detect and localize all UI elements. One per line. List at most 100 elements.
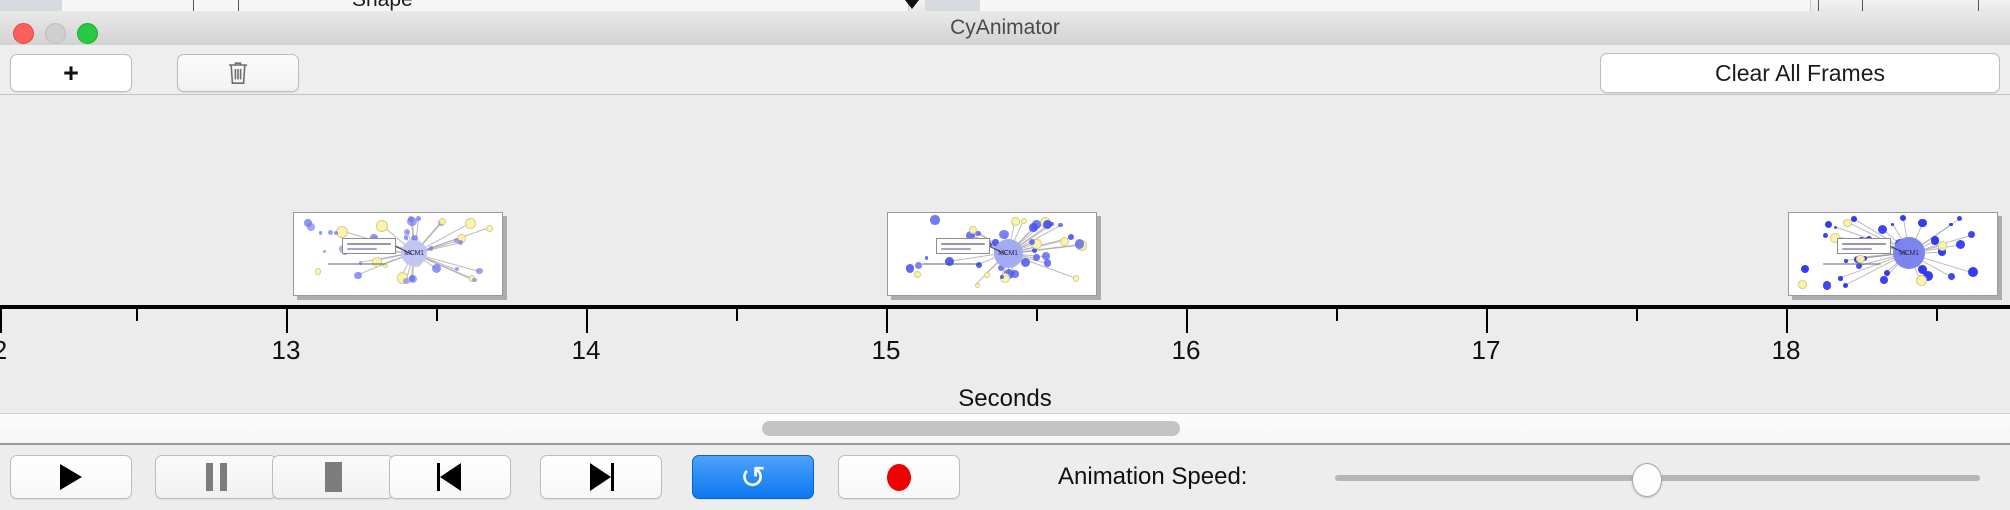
bg-panel-3 <box>246 0 309 11</box>
timeline-scrollbar-thumb[interactable] <box>762 421 1180 436</box>
graph-node <box>403 235 408 240</box>
timeline-frame-thumbnail[interactable]: MCM1 <box>293 212 503 296</box>
graph-node <box>1915 274 1928 287</box>
axis-tick-minor <box>1336 309 1338 321</box>
axis-tick-major <box>0 309 2 333</box>
axis-tick-major <box>886 309 888 333</box>
title-bar[interactable]: CyAnimator <box>0 11 2010 46</box>
graph-node <box>472 277 477 283</box>
pause-button[interactable] <box>155 455 277 499</box>
skip-backward-button[interactable] <box>389 455 511 499</box>
graph-node <box>429 246 434 251</box>
graph-node <box>1862 255 1868 261</box>
timeline-frame-thumbnail[interactable]: MCM1 <box>887 212 1097 296</box>
network-graph-preview: MCM1 <box>1789 213 1997 295</box>
skip-forward-button[interactable] <box>540 455 662 499</box>
graph-node <box>334 230 339 236</box>
close-button[interactable] <box>13 23 34 44</box>
graph-node <box>403 278 410 285</box>
graph-caption-text <box>922 263 980 265</box>
axis-tick-minor <box>436 309 438 321</box>
graph-node <box>1937 247 1947 257</box>
graph-node <box>1032 220 1041 229</box>
pause-icon <box>205 463 227 491</box>
graph-node <box>1043 220 1053 230</box>
graph-node <box>1075 239 1085 249</box>
bg-panel-6 <box>980 0 1811 11</box>
animation-speed-slider-thumb[interactable] <box>1632 463 1662 497</box>
loop-button[interactable]: ↺ <box>692 455 814 499</box>
axis-tick-major <box>286 309 288 333</box>
axis-tick-minor <box>1636 309 1638 321</box>
graph-node <box>465 218 477 229</box>
skip-forward-icon <box>588 463 614 491</box>
graph-annotation-text <box>347 248 377 250</box>
graph-node <box>1883 269 1890 276</box>
graph-caption-text <box>1823 263 1881 265</box>
graph-node <box>1032 253 1041 262</box>
maximize-button[interactable] <box>77 23 98 44</box>
axis-tick-major <box>1786 309 1788 333</box>
axis-tick-label: 2 <box>0 335 7 366</box>
graph-node <box>1890 222 1895 227</box>
graph-node <box>358 260 363 265</box>
graph-node <box>410 234 418 242</box>
graph-node <box>455 267 460 272</box>
play-button[interactable] <box>10 455 132 499</box>
graph-hub-node: MCM1 <box>1893 237 1925 269</box>
graph-node <box>1072 274 1080 282</box>
graph-node <box>1020 257 1031 268</box>
axis-tick-minor <box>1936 309 1938 321</box>
graph-node <box>1922 270 1933 281</box>
graph-node <box>1029 239 1036 246</box>
graph-node <box>458 239 464 245</box>
graph-annotation-box <box>342 238 396 254</box>
graph-annotation-text <box>941 243 985 245</box>
graph-node <box>1011 217 1020 226</box>
toolbar: + Clear All Frames <box>0 45 2010 95</box>
delete-frame-button[interactable] <box>177 54 299 92</box>
axis-tick-label: 16 <box>1171 335 1201 365</box>
timeline-scrollbar[interactable] <box>0 414 2010 445</box>
graph-hub-node: MCM1 <box>993 238 1023 268</box>
graph-node <box>1918 218 1927 227</box>
graph-node <box>975 261 982 268</box>
graph-node <box>1850 216 1857 223</box>
graph-node <box>396 272 409 284</box>
graph-node <box>1968 231 1976 239</box>
stop-button[interactable] <box>272 455 394 499</box>
graph-annotation-text <box>1842 248 1872 250</box>
record-icon <box>887 463 911 491</box>
graph-node <box>432 263 442 273</box>
graph-hub-label: MCM1 <box>998 249 1018 257</box>
axis-tick-label: 18 <box>1771 335 1801 365</box>
graph-node <box>924 256 928 260</box>
record-button[interactable] <box>838 455 960 499</box>
graph-hub-label: MCM1 <box>1899 249 1919 257</box>
graph-node <box>1824 221 1832 229</box>
bg-tick-2 <box>238 0 239 11</box>
graph-node <box>1042 252 1051 261</box>
clear-all-frames-label: Clear All Frames <box>1715 59 1885 86</box>
add-frame-button[interactable]: + <box>10 54 132 92</box>
axis-tick-label: 15 <box>871 335 901 365</box>
graph-node <box>1021 217 1028 224</box>
graph-node <box>1930 236 1940 245</box>
graph-node <box>1058 222 1063 228</box>
graph-node <box>966 230 976 240</box>
timeline-frame-thumbnail[interactable]: MCM1 <box>1788 212 1998 296</box>
minimize-button[interactable] <box>45 23 66 44</box>
graph-node <box>974 283 980 289</box>
graph-node <box>1843 282 1849 289</box>
timeline-axis <box>0 305 2010 309</box>
clear-all-frames-button[interactable]: Clear All Frames <box>1600 53 2000 93</box>
graph-node <box>1059 236 1069 246</box>
graph-node <box>1856 263 1863 269</box>
graph-node <box>1011 270 1019 278</box>
timeline-panel[interactable]: MCM1 MCM1 MCM1 2 13 14 15 16 17 18 Seconds <box>0 95 2010 414</box>
network-graph-preview: MCM1 <box>888 213 1096 295</box>
graph-node <box>382 262 388 268</box>
plus-icon: + <box>63 57 79 88</box>
graph-node <box>1879 275 1888 284</box>
graph-node <box>945 257 955 267</box>
